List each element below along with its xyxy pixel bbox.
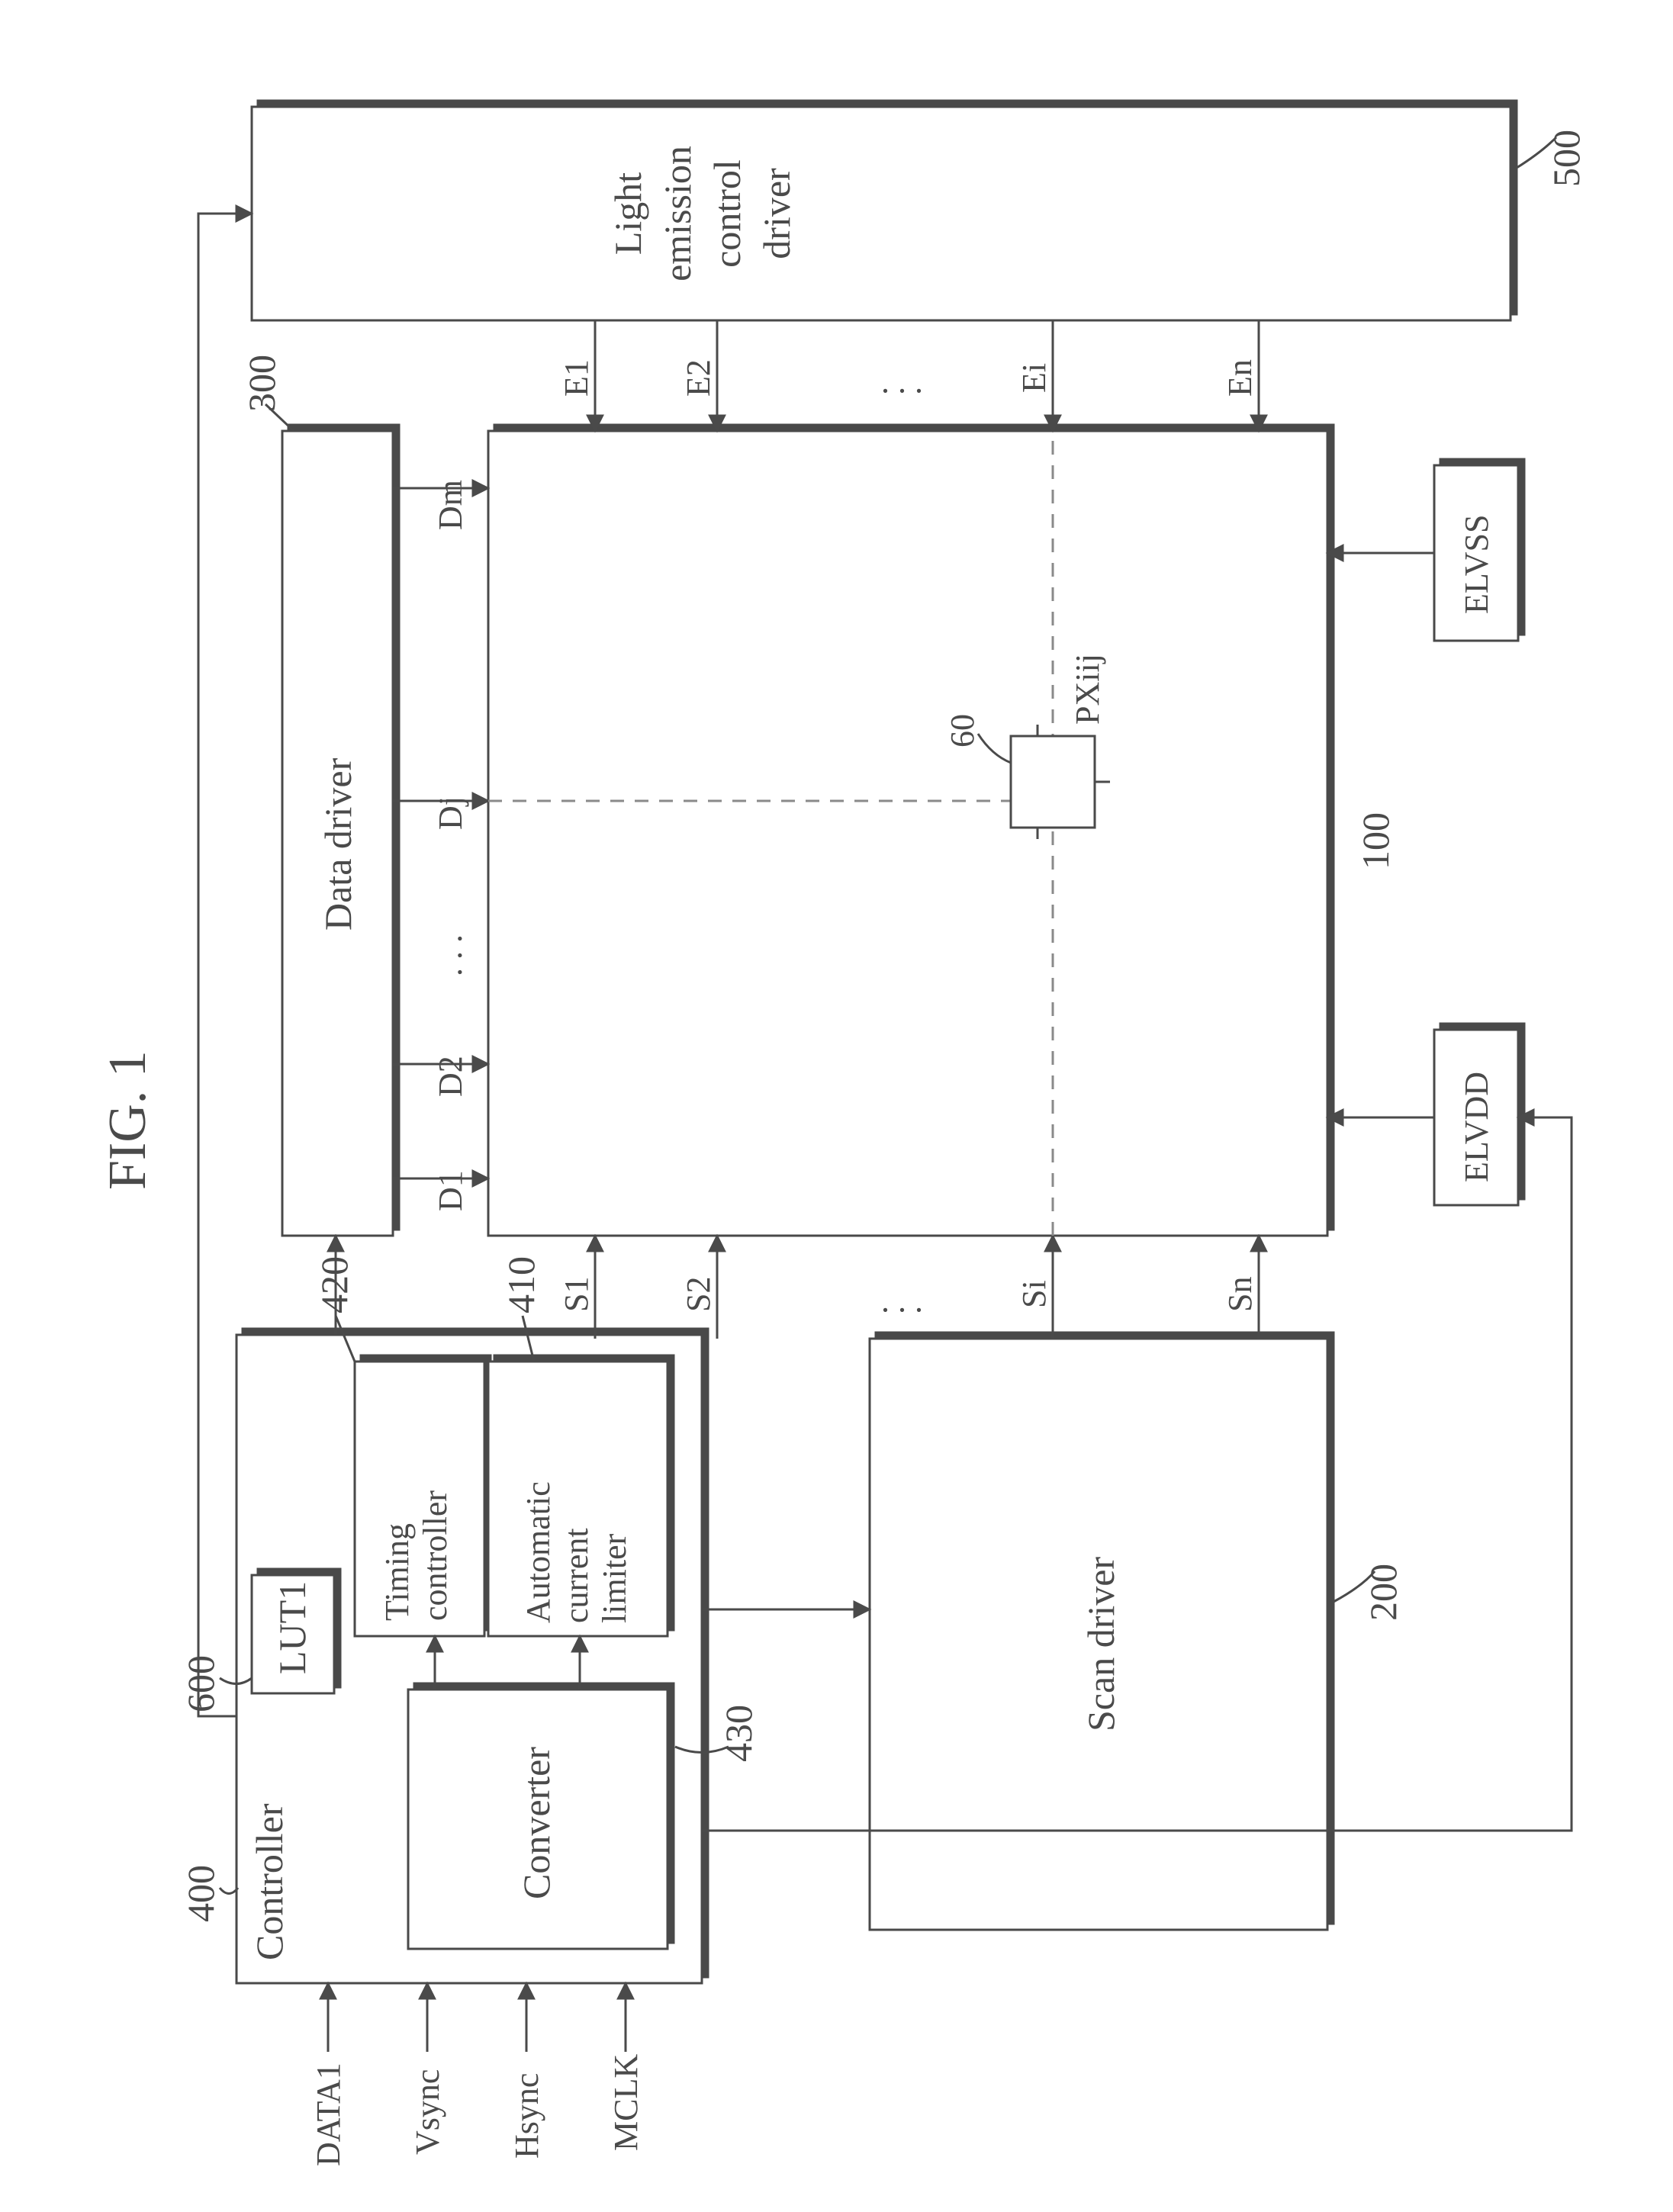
pixel-box bbox=[1011, 736, 1095, 828]
data-driver-ref: 300 bbox=[240, 355, 283, 412]
si-label: Si bbox=[1015, 1280, 1053, 1308]
landscape-group: FIG. 1 Controller 400 LUT1 600 Converter… bbox=[98, 107, 1588, 2166]
pixel-label: PXiij bbox=[1069, 654, 1106, 725]
pixel-ref: 60 bbox=[944, 714, 981, 748]
display-panel-ref: 100 bbox=[1354, 812, 1397, 870]
elvdd-label: ELVDD bbox=[1458, 1072, 1495, 1182]
light-label-1: Light bbox=[606, 172, 649, 255]
elvss-label: ELVSS bbox=[1458, 515, 1495, 614]
dj-label: Dj bbox=[432, 796, 469, 830]
d2-label: D2 bbox=[432, 1056, 469, 1097]
controller-label: Controller bbox=[248, 1803, 291, 1960]
input-mclk: MCLK bbox=[607, 2054, 645, 2151]
input-hsync: Hsync bbox=[508, 2073, 545, 2159]
figure-1-svg: .bx { fill:#ffffff; stroke:#4a4a4a; stro… bbox=[0, 0, 1673, 2212]
sn-label: Sn bbox=[1221, 1277, 1259, 1312]
data-driver-label: Data driver bbox=[317, 757, 359, 931]
en-label: En bbox=[1221, 359, 1259, 397]
ei-label: Ei bbox=[1015, 363, 1053, 393]
scan-driver-label: Scan driver bbox=[1079, 1557, 1122, 1731]
d-dots: . . . bbox=[432, 934, 469, 976]
timing-ref: 420 bbox=[313, 1256, 356, 1313]
converter-ref: 430 bbox=[717, 1705, 760, 1762]
e2-label: E2 bbox=[680, 359, 717, 397]
light-driver-ref: 500 bbox=[1545, 130, 1588, 187]
s2-label: S2 bbox=[680, 1277, 717, 1312]
dm-label: Dm bbox=[432, 480, 469, 530]
input-data1: DATA1 bbox=[310, 2062, 347, 2166]
acl-label-1: Automatic bbox=[520, 1481, 557, 1623]
light-label-4: driver bbox=[755, 168, 798, 259]
s1-label: S1 bbox=[558, 1277, 595, 1312]
lut-ref: 600 bbox=[179, 1655, 222, 1712]
timing-label-1: Timing bbox=[378, 1523, 416, 1621]
timing-label-2: controller bbox=[417, 1490, 454, 1621]
light-label-3: control bbox=[706, 159, 748, 268]
figure-title: FIG. 1 bbox=[98, 1050, 157, 1190]
converter-label: Converter bbox=[515, 1747, 558, 1899]
scan-driver-ref: 200 bbox=[1362, 1564, 1404, 1621]
e1-label: E1 bbox=[558, 359, 595, 397]
controller-ref: 400 bbox=[179, 1865, 222, 1922]
lut-label: LUT1 bbox=[271, 1581, 314, 1674]
d1-label: D1 bbox=[432, 1170, 469, 1211]
s-dots: . . . bbox=[881, 1282, 923, 1320]
input-vsync: Vsync bbox=[409, 2069, 446, 2155]
display-panel-box bbox=[488, 431, 1327, 1236]
light-label-2: emission bbox=[656, 146, 699, 281]
light-driver-box bbox=[252, 107, 1511, 320]
lead-400 bbox=[220, 1888, 238, 1894]
e-dots: . . . bbox=[881, 363, 923, 400]
acl-label-2: current bbox=[558, 1528, 595, 1623]
acl-ref: 410 bbox=[500, 1256, 542, 1313]
acl-label-3: limiter bbox=[596, 1533, 633, 1623]
